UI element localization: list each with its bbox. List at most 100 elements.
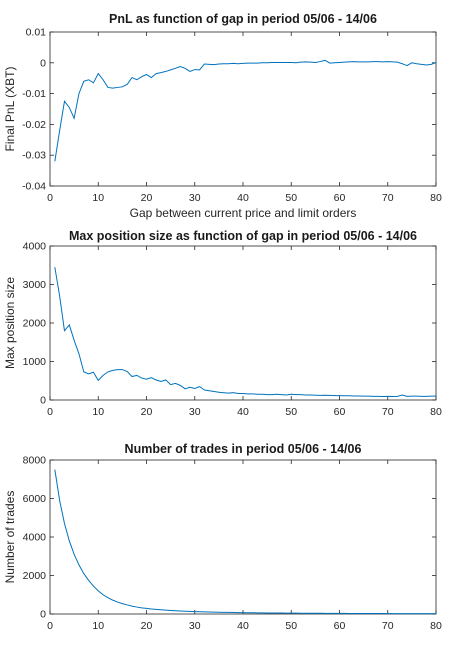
data-point <box>141 377 142 378</box>
data-point <box>185 68 186 69</box>
data-point <box>435 613 436 614</box>
data-point <box>64 101 65 102</box>
data-point <box>426 613 427 614</box>
x-tick-label: 50 <box>285 406 297 418</box>
data-point <box>387 396 388 397</box>
data-point <box>78 93 79 94</box>
data-point <box>329 613 330 614</box>
data-point <box>238 393 239 394</box>
data-point <box>291 394 292 395</box>
data-point <box>349 613 350 614</box>
data-point <box>402 394 403 395</box>
data-point <box>373 613 374 614</box>
data-point <box>397 62 398 63</box>
data-point <box>368 61 369 62</box>
data-point <box>180 610 181 611</box>
x-tick-label: 10 <box>92 192 104 204</box>
data-point <box>320 61 321 62</box>
data-point <box>358 395 359 396</box>
data-point <box>315 62 316 63</box>
data-point <box>213 612 214 613</box>
data-point <box>392 396 393 397</box>
data-point <box>218 392 219 393</box>
data-point <box>286 394 287 395</box>
data-point <box>122 369 123 370</box>
data-point <box>54 469 55 470</box>
data-point <box>185 388 186 389</box>
data-point <box>329 395 330 396</box>
data-point <box>392 613 393 614</box>
data-point <box>194 388 195 389</box>
data-point <box>358 613 359 614</box>
x-tick-label: 20 <box>141 192 153 204</box>
data-point <box>83 573 84 574</box>
data-point <box>421 613 422 614</box>
data-point <box>252 612 253 613</box>
data-point <box>93 372 94 373</box>
data-point <box>397 396 398 397</box>
x-tick-label: 0 <box>47 620 53 632</box>
data-point <box>353 61 354 62</box>
data-point <box>257 612 258 613</box>
data-point <box>315 395 316 396</box>
data-point <box>402 63 403 64</box>
data-point <box>411 62 412 63</box>
data-point <box>170 69 171 70</box>
data-point <box>310 613 311 614</box>
x-tick-label: 40 <box>237 406 249 418</box>
data-point <box>160 381 161 382</box>
data-point <box>64 523 65 524</box>
data-point <box>83 371 84 372</box>
data-point <box>267 612 268 613</box>
data-point <box>156 609 157 610</box>
data-point <box>233 392 234 393</box>
y-tick-label: -0.04 <box>22 181 46 193</box>
data-point <box>281 62 282 63</box>
data-point <box>54 161 55 162</box>
data-point <box>78 564 79 565</box>
data-point <box>59 295 60 296</box>
data-point <box>363 396 364 397</box>
data-point <box>363 61 364 62</box>
data-point <box>431 64 432 65</box>
data-point <box>131 376 132 377</box>
data-point <box>252 393 253 394</box>
data-point <box>204 389 205 390</box>
data-point <box>411 396 412 397</box>
data-point <box>199 611 200 612</box>
data-point <box>320 395 321 396</box>
data-point <box>281 612 282 613</box>
x-tick-label: 70 <box>382 192 394 204</box>
data-point <box>112 370 113 371</box>
data-point <box>156 73 157 74</box>
data-point <box>136 606 137 607</box>
data-point <box>194 611 195 612</box>
y-tick-label: -0.03 <box>22 150 46 162</box>
x-tick-label: 0 <box>47 192 53 204</box>
data-point <box>295 62 296 63</box>
data-point <box>69 540 70 541</box>
data-point <box>320 613 321 614</box>
data-point <box>131 77 132 78</box>
data-point <box>180 66 181 67</box>
x-tick-label: 70 <box>382 620 394 632</box>
data-point <box>373 396 374 397</box>
data-point <box>257 63 258 64</box>
chart-panel-2: Max position size as function of gap in … <box>3 229 442 418</box>
data-point <box>189 387 190 388</box>
data-point <box>406 396 407 397</box>
data-point <box>64 330 65 331</box>
data-point <box>300 62 301 63</box>
data-point <box>373 61 374 62</box>
data-point <box>305 613 306 614</box>
data-point <box>189 71 190 72</box>
x-axis-label: Gap between current price and limit orde… <box>130 206 357 220</box>
data-point <box>93 585 94 586</box>
data-point <box>107 597 108 598</box>
data-point <box>69 107 70 108</box>
data-point <box>218 612 219 613</box>
data-point <box>107 371 108 372</box>
data-point <box>98 73 99 74</box>
data-point <box>242 612 243 613</box>
